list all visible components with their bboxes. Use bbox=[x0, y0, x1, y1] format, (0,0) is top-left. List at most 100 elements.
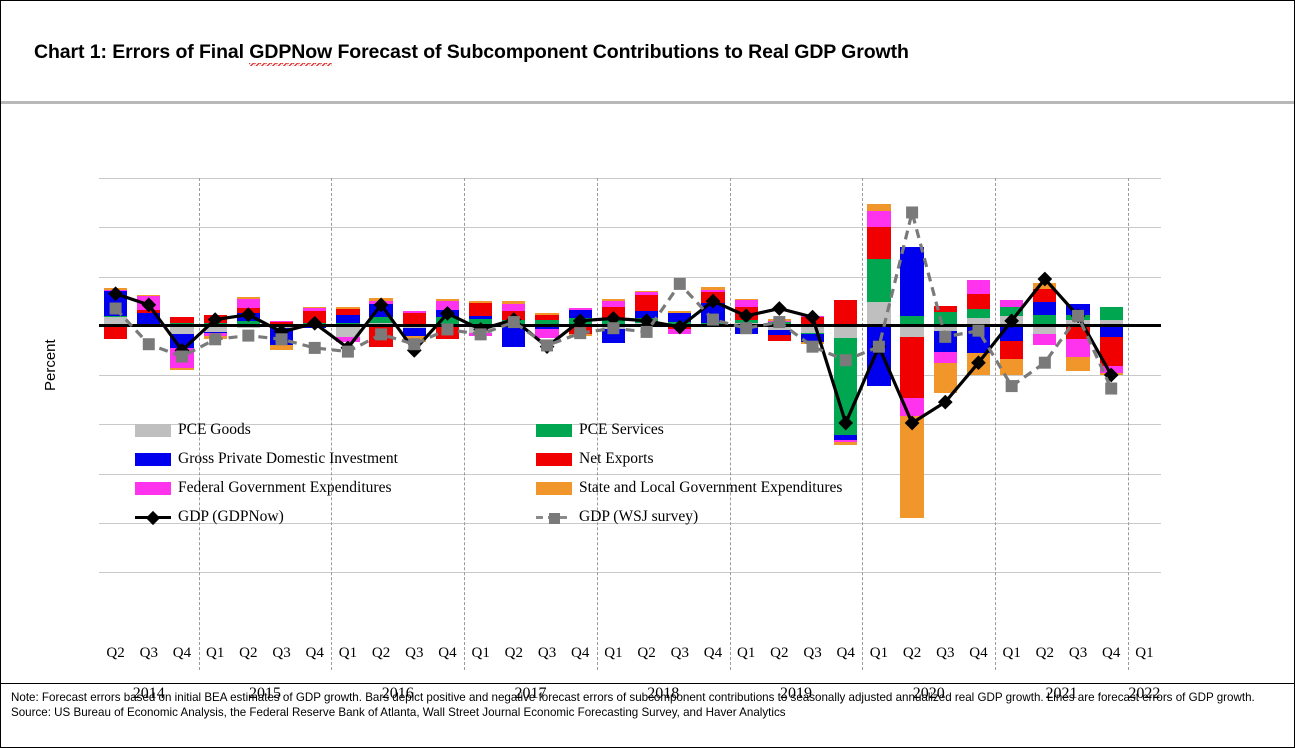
bar-segment bbox=[933, 351, 957, 363]
legend-item-net-exports[interactable]: Net Exports bbox=[536, 450, 653, 468]
legend-swatch bbox=[536, 481, 572, 495]
data-point-marker bbox=[971, 355, 986, 371]
data-point-marker bbox=[1038, 356, 1051, 369]
legend-item-gdp-wsj-survey[interactable]: GDP (WSJ survey) bbox=[536, 508, 698, 526]
line-gdpnow bbox=[115, 276, 1113, 428]
bar-segment bbox=[535, 314, 559, 320]
bar-segment bbox=[170, 367, 194, 370]
legend-item-federal-government-expenditures[interactable]: Federal Government Expenditures bbox=[135, 479, 392, 497]
legend-label: GDP (WSJ survey) bbox=[579, 508, 699, 525]
bar-segment bbox=[435, 298, 460, 302]
bar-segment bbox=[933, 306, 957, 313]
bar-segment bbox=[601, 299, 625, 302]
bar-segment bbox=[734, 299, 758, 308]
bar-segment bbox=[668, 311, 692, 314]
legend-item-pce-services[interactable]: PCE Services bbox=[536, 421, 664, 439]
x-axis-year-label: 2021 bbox=[1045, 685, 1078, 702]
x-axis-quarter-label: Q4 bbox=[836, 645, 855, 661]
data-point-marker bbox=[906, 206, 919, 219]
zero-axis-line bbox=[99, 324, 1161, 328]
x-axis-year-label: 2015 bbox=[248, 685, 281, 702]
x-axis-quarter-label: Q3 bbox=[272, 645, 291, 661]
bar-segment bbox=[900, 336, 924, 399]
legend-label: Federal Government Expenditures bbox=[178, 479, 392, 496]
data-point-marker bbox=[240, 307, 256, 323]
bar-segment bbox=[900, 325, 924, 337]
bar-segment bbox=[634, 294, 659, 311]
diamond-marker-icon bbox=[145, 510, 161, 525]
bar-segment bbox=[834, 325, 858, 339]
x-axis-quarter-label: Q2 bbox=[239, 645, 258, 661]
bar-segment bbox=[469, 316, 493, 319]
legend-item-pce-goods[interactable]: PCE Goods bbox=[135, 421, 251, 439]
data-point-marker bbox=[639, 313, 654, 329]
bar-segment bbox=[535, 319, 559, 325]
bar-segment bbox=[369, 317, 393, 324]
x-axis-quarter-label: Q4 bbox=[969, 645, 988, 661]
bar-segment bbox=[900, 315, 924, 326]
x-axis-year-label: 2016 bbox=[381, 685, 414, 702]
x-axis-quarter-label: Q1 bbox=[1135, 645, 1154, 661]
data-point-marker bbox=[771, 301, 787, 316]
x-axis-quarter-label: Q4 bbox=[571, 645, 590, 661]
x-axis-quarter-label: Q2 bbox=[902, 645, 922, 661]
title-suffix: Forecast of Subcomponent Contributions t… bbox=[332, 41, 909, 63]
bar-segment bbox=[767, 335, 791, 342]
bar-segment bbox=[634, 292, 659, 295]
x-axis-quarter-label: Q2 bbox=[1035, 645, 1055, 661]
bar-segment bbox=[933, 325, 957, 331]
data-point-marker bbox=[440, 306, 455, 321]
bar-segment bbox=[1000, 340, 1024, 359]
bar-segment bbox=[1066, 356, 1090, 372]
bar-segment bbox=[800, 325, 825, 334]
legend-line-sample bbox=[135, 510, 171, 525]
data-point-marker bbox=[108, 286, 123, 302]
x-axis-quarter-label: Q4 bbox=[1102, 645, 1121, 661]
data-point-marker bbox=[341, 345, 354, 358]
gridline bbox=[99, 522, 1161, 524]
data-point-marker bbox=[408, 338, 421, 351]
data-point-marker bbox=[805, 309, 820, 325]
x-axis-year-label: 2014 bbox=[132, 685, 165, 702]
legend-swatch bbox=[135, 452, 171, 466]
bar-segment bbox=[1033, 325, 1057, 335]
bar-segment bbox=[535, 313, 559, 315]
legend-swatch bbox=[135, 481, 171, 495]
bar-segment bbox=[303, 306, 327, 308]
bar-segment bbox=[800, 333, 825, 335]
legend-item-gross-private-domestic-investment[interactable]: Gross Private Domestic Investment bbox=[135, 450, 398, 468]
line-series-layer bbox=[108, 206, 1119, 431]
legend-swatch bbox=[536, 423, 572, 437]
bar-segment bbox=[1099, 319, 1123, 326]
bar-segment bbox=[1033, 302, 1057, 315]
x-axis-quarter-label: Q3 bbox=[670, 645, 689, 661]
bar-segment bbox=[170, 325, 194, 335]
bar-segment bbox=[336, 308, 360, 315]
bar-segment bbox=[834, 442, 858, 446]
bar-segment bbox=[900, 246, 924, 316]
square-marker-icon bbox=[549, 512, 560, 524]
bar-segment bbox=[966, 293, 991, 309]
bar-segment bbox=[966, 318, 991, 326]
bar-segment bbox=[834, 299, 858, 326]
data-point-marker bbox=[806, 340, 819, 353]
bar-segment bbox=[867, 259, 891, 303]
data-point-marker bbox=[606, 311, 621, 326]
x-axis-quarter-label: Q2 bbox=[106, 645, 125, 661]
bar-segment bbox=[834, 439, 858, 443]
x-axis-quarter-label: Q4 bbox=[438, 645, 457, 661]
bar-segment bbox=[336, 325, 360, 337]
legend-label: PCE Services bbox=[579, 421, 664, 438]
data-point-marker bbox=[175, 350, 188, 363]
page-title: Chart 1: Errors of Final GDPNow Forecast… bbox=[34, 41, 909, 66]
x-axis-quarter-label: Q4 bbox=[172, 645, 192, 661]
legend-item-gdp-gdpnow[interactable]: GDP (GDPNow) bbox=[135, 508, 284, 526]
legend-item-state-and-local-government-expenditures[interactable]: State and Local Government Expenditures bbox=[536, 479, 842, 497]
bar-segment bbox=[336, 306, 360, 309]
bar-segment bbox=[269, 320, 294, 323]
x-axis-quarter-label: Q2 bbox=[504, 645, 524, 661]
bar-segment bbox=[535, 325, 559, 330]
data-point-marker bbox=[740, 322, 753, 335]
